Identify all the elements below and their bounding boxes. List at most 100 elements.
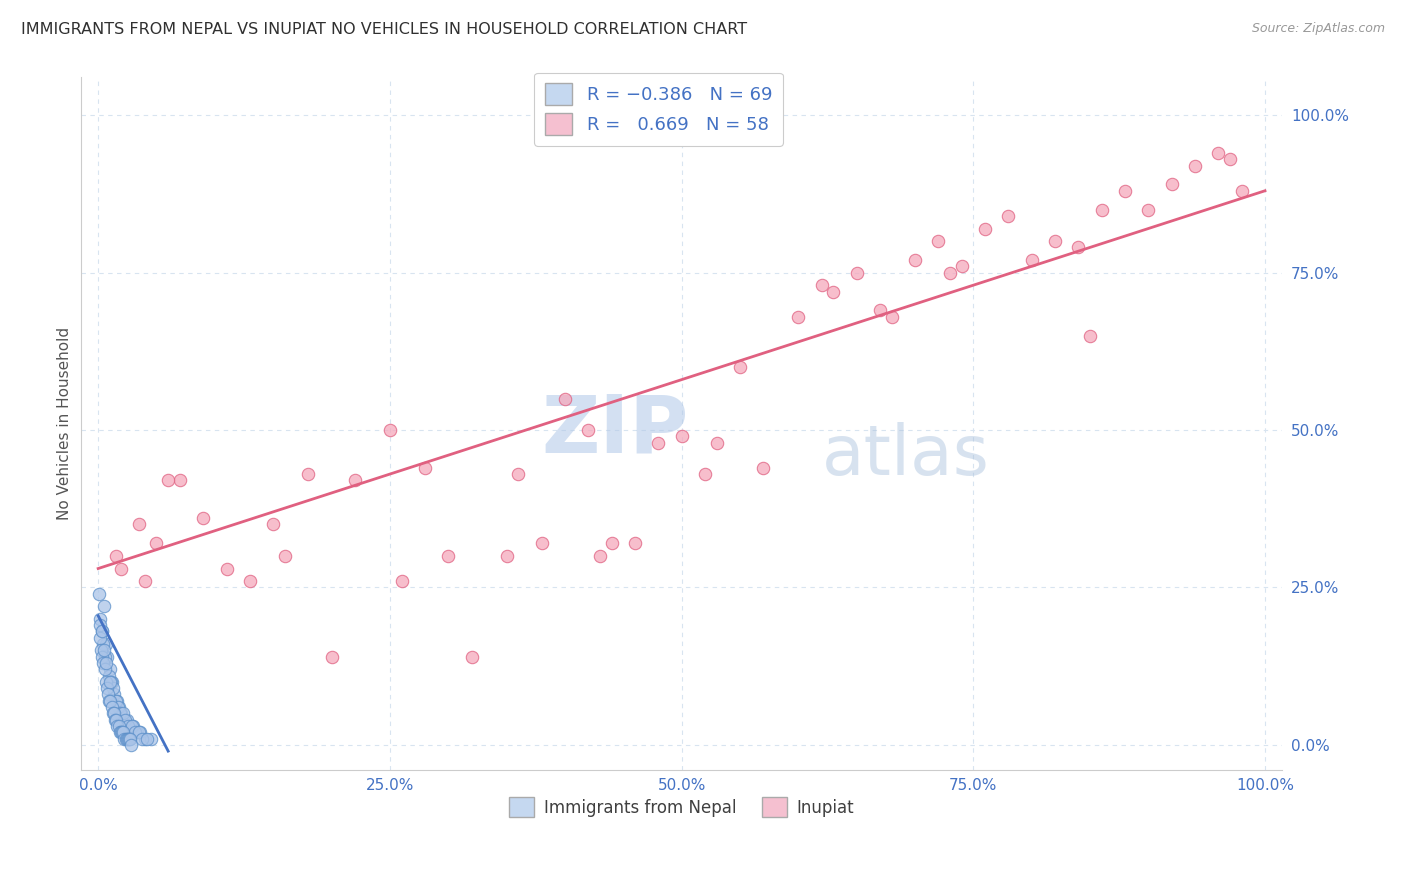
Point <box>139 731 162 746</box>
Point <box>869 303 891 318</box>
Point <box>131 731 153 746</box>
Point <box>104 694 127 708</box>
Point <box>215 561 238 575</box>
Point <box>96 649 118 664</box>
Point <box>108 700 131 714</box>
Point <box>120 719 142 733</box>
Point <box>101 706 124 721</box>
Point <box>100 674 122 689</box>
Point <box>1091 202 1114 217</box>
Point <box>1067 240 1090 254</box>
Point <box>96 656 118 670</box>
Point <box>105 694 128 708</box>
Point <box>927 234 949 248</box>
Point <box>437 549 460 563</box>
Point <box>157 474 180 488</box>
Point <box>112 725 135 739</box>
Point <box>939 266 962 280</box>
Point <box>125 725 148 739</box>
Point <box>589 549 612 563</box>
Point <box>110 706 132 721</box>
Point <box>108 725 131 739</box>
Point <box>122 719 145 733</box>
Point <box>1114 184 1136 198</box>
Point <box>576 423 599 437</box>
Text: Source: ZipAtlas.com: Source: ZipAtlas.com <box>1251 22 1385 36</box>
Point <box>98 662 121 676</box>
Point <box>624 536 647 550</box>
Point <box>105 713 128 727</box>
Point <box>94 674 117 689</box>
Point <box>97 688 120 702</box>
Point <box>413 460 436 475</box>
Point <box>89 631 111 645</box>
Point <box>114 713 136 727</box>
Point <box>129 725 152 739</box>
Point <box>98 694 121 708</box>
Point <box>706 435 728 450</box>
Point <box>114 731 136 746</box>
Point <box>950 260 973 274</box>
Point <box>117 719 139 733</box>
Point <box>974 221 997 235</box>
Point <box>107 700 129 714</box>
Point <box>810 278 832 293</box>
Point <box>94 649 117 664</box>
Point <box>647 435 669 450</box>
Point <box>169 474 191 488</box>
Point <box>136 731 159 746</box>
Point <box>93 662 115 676</box>
Point <box>91 649 114 664</box>
Point <box>90 643 112 657</box>
Point <box>904 253 927 268</box>
Point <box>728 359 751 374</box>
Point <box>1137 202 1160 217</box>
Point <box>600 536 623 550</box>
Point <box>117 713 139 727</box>
Point <box>495 549 517 563</box>
Point <box>1230 184 1253 198</box>
Point <box>111 725 134 739</box>
Point <box>97 668 120 682</box>
Point <box>134 731 156 746</box>
Point <box>530 536 553 550</box>
Point <box>1208 146 1230 161</box>
Point <box>104 713 127 727</box>
Point <box>90 624 112 639</box>
Point <box>89 587 111 601</box>
Point <box>239 574 262 588</box>
Point <box>378 423 401 437</box>
Point <box>93 599 115 614</box>
Point <box>297 467 319 481</box>
Point <box>117 731 139 746</box>
Point <box>107 719 129 733</box>
Point <box>110 561 132 575</box>
Point <box>128 517 150 532</box>
Point <box>112 731 135 746</box>
Point <box>103 681 125 695</box>
Point <box>321 649 343 664</box>
Point <box>128 725 150 739</box>
Point <box>89 612 111 626</box>
Point <box>110 725 132 739</box>
Legend: Immigrants from Nepal, Inupiat: Immigrants from Nepal, Inupiat <box>502 790 860 824</box>
Point <box>89 618 111 632</box>
Point <box>554 392 576 406</box>
Point <box>880 310 903 324</box>
Point <box>1184 159 1206 173</box>
Point <box>93 643 115 657</box>
Point <box>110 706 132 721</box>
Point <box>100 694 122 708</box>
Point <box>671 429 693 443</box>
Point <box>103 706 125 721</box>
Point <box>391 574 413 588</box>
Text: ZIP: ZIP <box>541 391 689 469</box>
Point <box>121 719 143 733</box>
Point <box>262 517 284 532</box>
Point <box>120 738 142 752</box>
Text: IMMIGRANTS FROM NEPAL VS INUPIAT NO VEHICLES IN HOUSEHOLD CORRELATION CHART: IMMIGRANTS FROM NEPAL VS INUPIAT NO VEHI… <box>21 22 747 37</box>
Point <box>112 713 135 727</box>
Point <box>1078 328 1101 343</box>
Point <box>93 656 115 670</box>
Point <box>1160 178 1182 192</box>
